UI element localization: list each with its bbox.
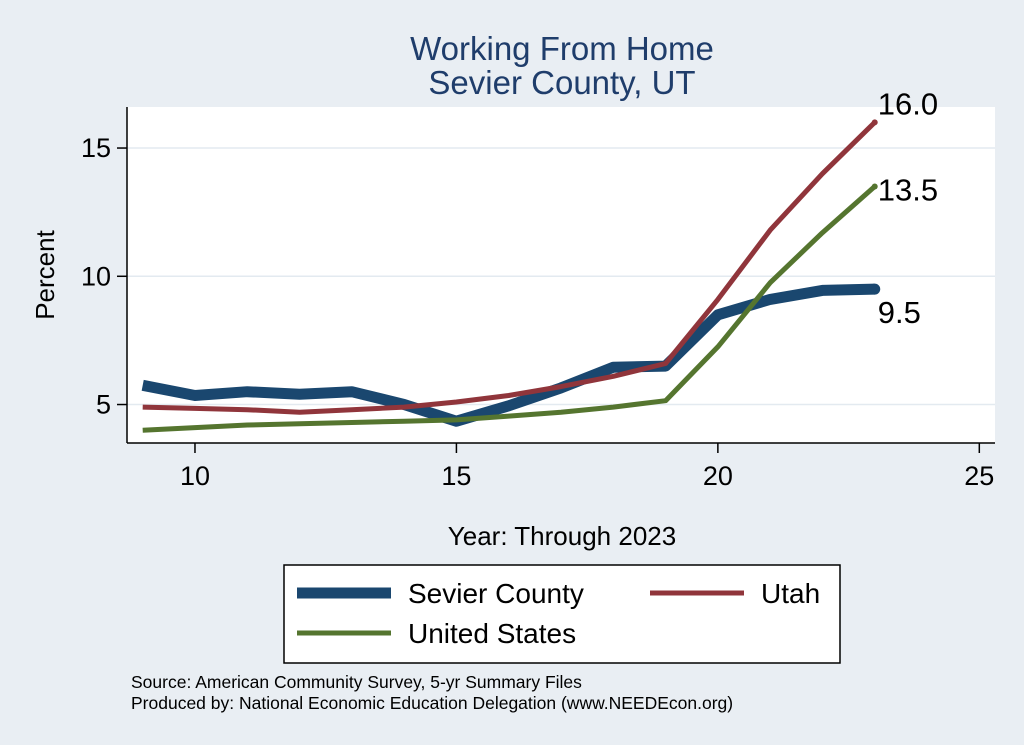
legend-box bbox=[283, 564, 841, 664]
legend-label-united-states: United States bbox=[408, 618, 576, 649]
produced-by-note: Produced by: National Economic Education… bbox=[131, 693, 733, 713]
y-tick-label-15: 15 bbox=[81, 133, 111, 163]
series-line-utah bbox=[142, 120, 877, 415]
y-axis-title: Percent bbox=[30, 229, 60, 319]
end-label-united-states: 13.5 bbox=[878, 173, 938, 208]
x-tick-label-15: 15 bbox=[441, 461, 471, 491]
series-endpoint-united-states bbox=[871, 183, 878, 190]
legend: Sevier County Utah United States bbox=[283, 564, 841, 664]
chart-title-line-2: Sevier County, UT bbox=[428, 64, 695, 101]
y-tick-label-10: 10 bbox=[81, 261, 111, 291]
series-endpoint-utah bbox=[871, 119, 878, 126]
source-note: Source: American Community Survey, 5-yr … bbox=[131, 672, 582, 692]
y-tick-label-5: 5 bbox=[96, 390, 111, 420]
x-tick-label-10: 10 bbox=[180, 461, 210, 491]
end-labels: 9.5 16.0 13.5 bbox=[878, 86, 938, 330]
legend-label-utah: Utah bbox=[761, 578, 820, 609]
x-tick-label-25: 25 bbox=[964, 461, 994, 491]
x-axis-title: Year: Through 2023 bbox=[448, 521, 676, 551]
series-line-united-states bbox=[142, 184, 877, 433]
chart-title-line-1: Working From Home bbox=[410, 30, 714, 67]
end-label-sevier-county: 9.5 bbox=[878, 295, 921, 330]
series-endpoint-sevier-county bbox=[869, 283, 881, 295]
series-layer bbox=[141, 119, 881, 433]
axes: 5 10 15 10 15 20 25 bbox=[81, 107, 995, 491]
legend-label-sevier-county: Sevier County bbox=[408, 578, 584, 609]
x-tick-label-20: 20 bbox=[703, 461, 733, 491]
end-label-utah: 16.0 bbox=[878, 86, 938, 121]
